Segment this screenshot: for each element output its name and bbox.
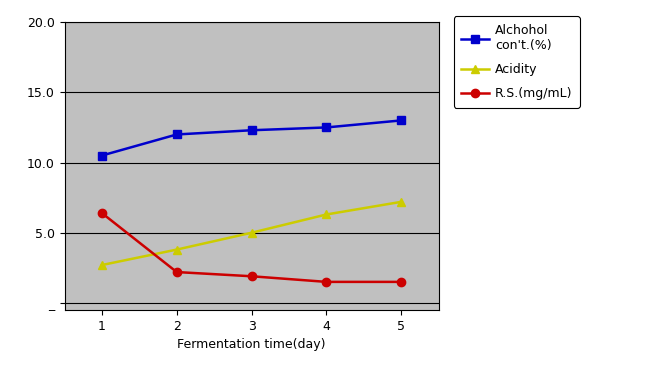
- Line: Alchohol
con't.(%): Alchohol con't.(%): [98, 116, 405, 160]
- R.S.(mg/mL): [397, 280, 405, 284]
- Alchohol
con't.(%): [98, 153, 106, 158]
- Acidity: [322, 212, 330, 217]
- R.S.(mg/mL): [322, 280, 330, 284]
- Acidity: [173, 247, 181, 252]
- Acidity: [248, 231, 255, 235]
- Alchohol
con't.(%): [322, 125, 330, 130]
- Acidity: [98, 263, 106, 267]
- R.S.(mg/mL): [98, 211, 106, 215]
- R.S.(mg/mL): [248, 274, 255, 279]
- Alchohol
con't.(%): [397, 118, 405, 123]
- R.S.(mg/mL): [173, 270, 181, 274]
- Acidity: [397, 200, 405, 204]
- X-axis label: Fermentation time(day): Fermentation time(day): [177, 338, 326, 351]
- Legend: Alchohol
con't.(%), Acidity, R.S.(mg/mL): Alchohol con't.(%), Acidity, R.S.(mg/mL): [453, 16, 580, 108]
- Line: R.S.(mg/mL): R.S.(mg/mL): [98, 209, 405, 286]
- Line: Acidity: Acidity: [98, 198, 405, 269]
- Alchohol
con't.(%): [248, 128, 255, 132]
- Alchohol
con't.(%): [173, 132, 181, 137]
